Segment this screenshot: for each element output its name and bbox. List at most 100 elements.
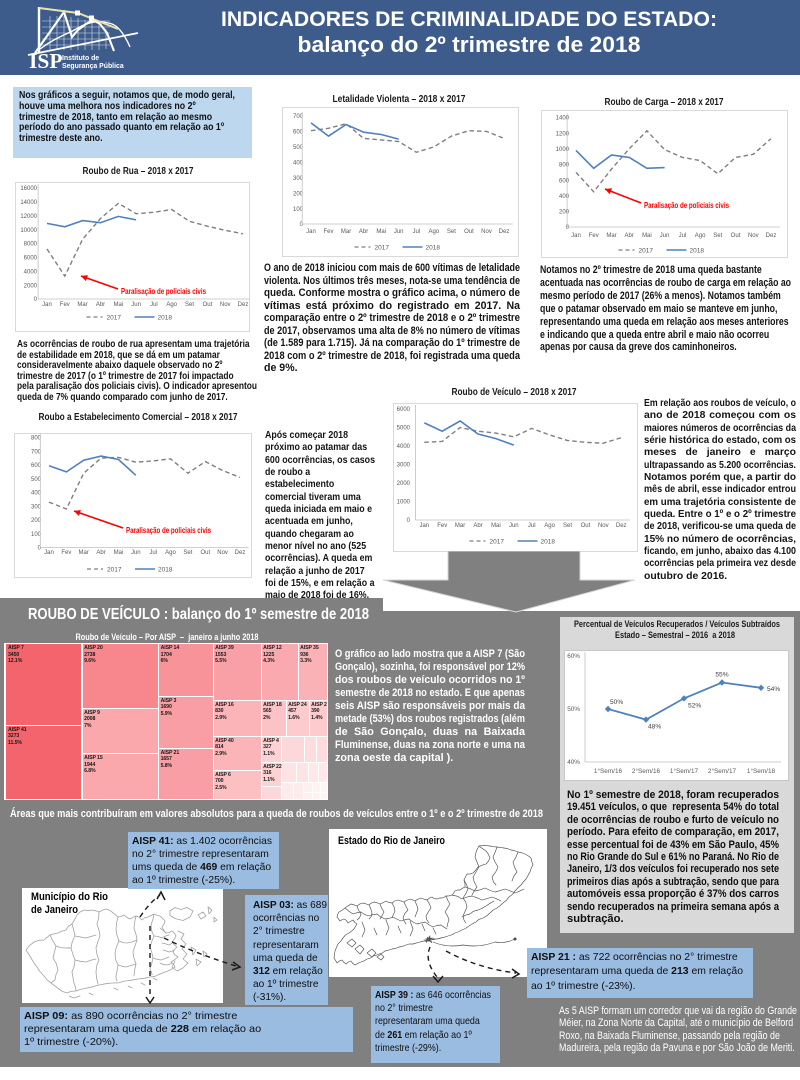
svg-text:Fev: Fev: [323, 229, 333, 235]
svg-text:Paralisação de policiais civis: Paralisação de policiais civis: [126, 526, 211, 535]
svg-text:55%: 55%: [715, 672, 728, 679]
svg-text:Nov: Nov: [220, 302, 231, 308]
svg-text:500: 500: [293, 145, 304, 151]
svg-text:3000: 3000: [397, 463, 411, 469]
svg-text:600: 600: [293, 130, 304, 136]
svg-text:Out: Out: [464, 229, 474, 235]
svg-text:48%: 48%: [648, 724, 661, 731]
svg-text:2017: 2017: [490, 538, 505, 545]
svg-text:300: 300: [31, 504, 42, 510]
svg-text:Jan: Jan: [419, 523, 429, 529]
svg-text:Dez: Dez: [766, 233, 777, 239]
svg-text:Mai: Mai: [376, 229, 386, 235]
svg-text:52%: 52%: [688, 702, 701, 709]
svg-text:800: 800: [31, 436, 42, 442]
svg-text:1400: 1400: [556, 116, 570, 122]
svg-text:14000: 14000: [20, 200, 37, 206]
svg-text:1200: 1200: [556, 131, 570, 137]
svg-text:Jan: Jan: [44, 550, 54, 556]
svg-text:Mar: Mar: [341, 229, 351, 235]
svg-text:4000: 4000: [24, 269, 38, 275]
svg-text:Jan: Jan: [42, 302, 52, 308]
svg-text:Mai: Mai: [491, 523, 501, 529]
svg-text:54%: 54%: [767, 686, 780, 693]
svg-text:1°Sem/17: 1°Sem/17: [670, 767, 699, 775]
svg-text:Out: Out: [581, 523, 591, 529]
svg-text:100: 100: [293, 207, 304, 213]
svg-text:Set: Set: [713, 233, 722, 239]
svg-text:10000: 10000: [20, 228, 37, 234]
svg-text:0: 0: [566, 225, 570, 231]
svg-text:6000: 6000: [24, 256, 38, 262]
svg-text:2018: 2018: [690, 247, 705, 254]
svg-text:1°Sem/18: 1°Sem/18: [747, 767, 776, 775]
svg-text:Mar: Mar: [77, 302, 87, 308]
svg-text:2017: 2017: [107, 314, 122, 321]
svg-text:Set: Set: [183, 550, 192, 556]
svg-text:Set: Set: [563, 523, 572, 529]
svg-text:60%: 60%: [567, 653, 580, 660]
svg-text:Abr: Abr: [359, 229, 368, 235]
svg-text:0: 0: [407, 518, 411, 524]
svg-text:100: 100: [31, 532, 42, 538]
svg-text:Out: Out: [731, 233, 741, 239]
svg-text:Mar: Mar: [606, 233, 616, 239]
svg-text:Nov: Nov: [748, 233, 759, 239]
svg-text:800: 800: [559, 163, 570, 169]
svg-text:2018: 2018: [426, 244, 441, 251]
svg-text:16000: 16000: [20, 186, 37, 192]
svg-text:Paralisação de policiais civis: Paralisação de policiais civis: [121, 287, 206, 296]
svg-text:400: 400: [559, 194, 570, 200]
svg-text:1°Sem/16: 1°Sem/16: [594, 767, 623, 775]
svg-text:Abr: Abr: [96, 550, 105, 556]
svg-text:200: 200: [559, 210, 570, 216]
svg-text:Abr: Abr: [473, 523, 482, 529]
svg-text:Nov: Nov: [481, 229, 492, 235]
svg-text:12000: 12000: [20, 214, 37, 220]
svg-text:Jun: Jun: [660, 233, 670, 239]
svg-text:Ago: Ago: [428, 229, 439, 235]
svg-text:Dez: Dez: [616, 523, 627, 529]
svg-text:Mai: Mai: [642, 233, 652, 239]
svg-text:Set: Set: [447, 229, 456, 235]
svg-text:Fev: Fev: [60, 302, 70, 308]
svg-text:Jun: Jun: [131, 302, 141, 308]
svg-text:Nov: Nov: [217, 550, 228, 556]
svg-text:2018: 2018: [541, 538, 556, 545]
svg-text:Out: Out: [203, 302, 213, 308]
svg-text:Abr: Abr: [625, 233, 634, 239]
svg-text:Dez: Dez: [235, 550, 246, 556]
svg-text:ISP: ISP: [29, 49, 62, 73]
svg-text:8000: 8000: [24, 242, 38, 248]
svg-text:2018: 2018: [158, 314, 173, 321]
svg-text:Mai: Mai: [113, 302, 123, 308]
svg-text:Mar: Mar: [455, 523, 465, 529]
svg-text:Ago: Ago: [165, 550, 176, 556]
svg-text:Ago: Ago: [544, 523, 555, 529]
svg-text:Nov: Nov: [598, 523, 609, 529]
svg-text:Jun: Jun: [509, 523, 519, 529]
svg-text:Mar: Mar: [79, 550, 89, 556]
svg-text:6000: 6000: [397, 407, 411, 413]
svg-text:0: 0: [34, 297, 38, 303]
svg-text:2°Sem/17: 2°Sem/17: [708, 767, 737, 775]
svg-text:4000: 4000: [397, 444, 411, 450]
svg-text:Paralisação de policiais civis: Paralisação de policiais civis: [644, 201, 729, 210]
svg-text:0: 0: [38, 546, 42, 552]
svg-text:2000: 2000: [24, 283, 38, 289]
svg-text:2017: 2017: [639, 247, 654, 254]
svg-text:500: 500: [31, 477, 42, 483]
svg-text:Jul: Jul: [149, 550, 157, 556]
svg-text:Dez: Dez: [238, 302, 249, 308]
svg-text:700: 700: [31, 449, 42, 455]
svg-text:Out: Out: [200, 550, 210, 556]
svg-text:2017: 2017: [107, 566, 122, 573]
svg-text:200: 200: [31, 518, 42, 524]
svg-text:Jul: Jul: [412, 229, 420, 235]
svg-text:Fev: Fev: [61, 550, 71, 556]
svg-text:200: 200: [293, 191, 304, 197]
svg-text:Jun: Jun: [131, 550, 141, 556]
svg-text:Jul: Jul: [679, 233, 687, 239]
svg-text:2°Sem/16: 2°Sem/16: [632, 767, 661, 775]
svg-text:Jun: Jun: [394, 229, 404, 235]
